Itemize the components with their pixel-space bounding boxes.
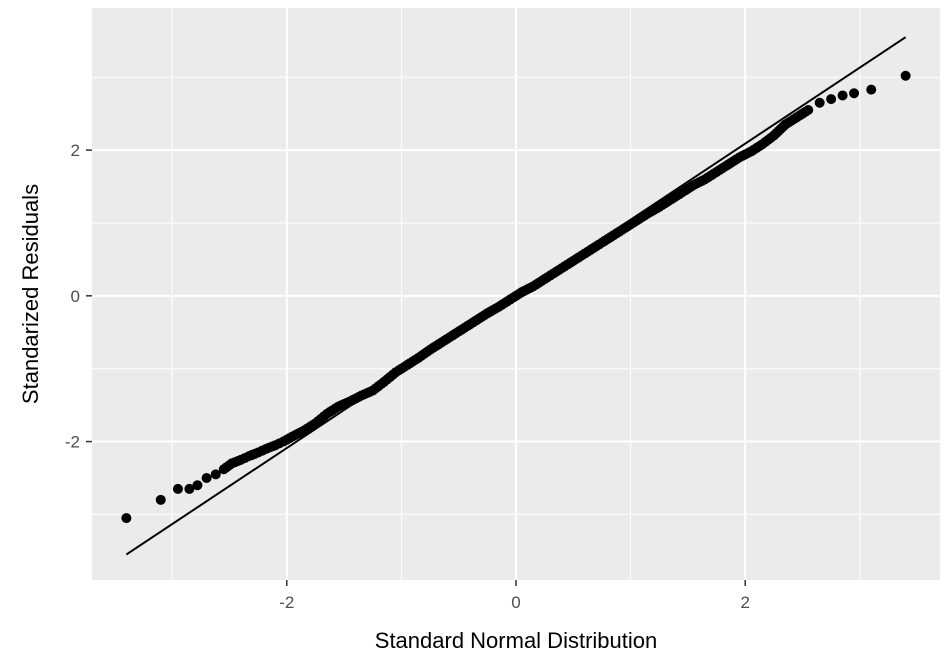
data-point (866, 84, 877, 95)
data-point (172, 483, 183, 494)
data-point (192, 480, 203, 491)
x-tick-label: 0 (511, 593, 520, 612)
data-point (900, 70, 911, 81)
data-point (121, 513, 132, 524)
points-layer (121, 70, 911, 524)
data-point (837, 90, 848, 101)
data-point (814, 97, 825, 108)
y-tick-label: -2 (65, 433, 80, 452)
x-axis-ticks: -2 0 2 (279, 580, 750, 612)
x-tick-label: -2 (279, 593, 294, 612)
data-point (201, 472, 212, 483)
y-axis-ticks: -2 0 2 (65, 141, 92, 452)
y-tick-label: 0 (71, 287, 80, 306)
data-point (826, 94, 837, 105)
y-tick-label: 2 (71, 141, 80, 160)
data-point (800, 106, 811, 117)
data-point (210, 469, 221, 480)
data-point (184, 483, 195, 494)
x-axis-title: Standard Normal Distribution (375, 628, 657, 653)
x-tick-label: 2 (740, 593, 749, 612)
data-point (155, 494, 166, 505)
data-point (849, 88, 860, 99)
y-axis-title: Standarized Residuals (18, 184, 43, 404)
